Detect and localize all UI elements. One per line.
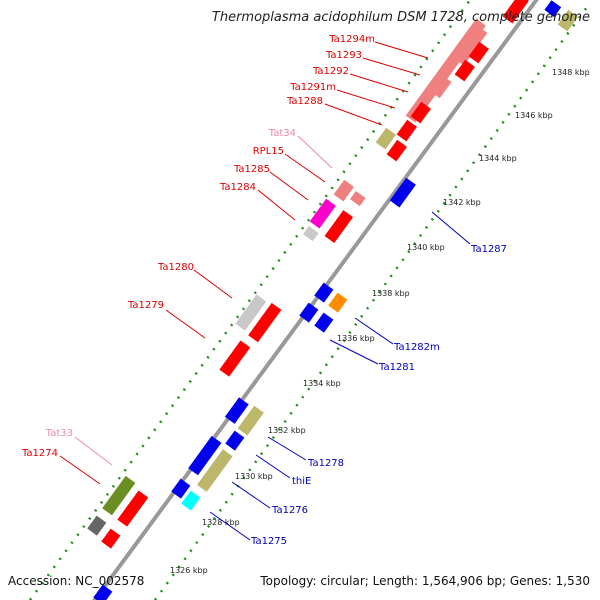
topology-label: Topology: circular; Length: 1,564,906 bp… [260, 574, 590, 588]
genes-forward [87, 0, 529, 549]
leader-line [255, 454, 291, 479]
gene-label-ta1281: Ta1281 [378, 362, 415, 373]
gene-label-ta1285: Ta1285 [233, 164, 270, 175]
gene-label-ta1293: Ta1293 [325, 50, 362, 61]
gene-red-fwd-2 [386, 139, 407, 162]
tick-label: 1348 kbp [552, 68, 590, 77]
gene-ta1281 [314, 312, 334, 333]
gene-blue-top [544, 0, 562, 17]
gene-blue-thie-b [188, 435, 222, 476]
gene-ta1280 [235, 294, 267, 331]
gene-gray-small [303, 226, 319, 242]
gene-ta1288 [410, 101, 431, 124]
gene-label-rpl15: RPL15 [253, 146, 284, 157]
gene-blue-1281b [299, 302, 319, 323]
tick-label: 1338 kbp [372, 289, 410, 298]
gene-red-top [502, 0, 529, 24]
leader-lines [59, 41, 471, 541]
leader-line [362, 57, 421, 76]
leader-line [209, 511, 251, 541]
gene-ta1276 [197, 449, 233, 492]
tick-label: 1326 kbp [170, 566, 208, 575]
gene-label-ta1282m: Ta1282m [393, 342, 440, 353]
leader-line [59, 455, 101, 485]
leader-line [329, 339, 379, 365]
tick-label: 1328 kbp [202, 518, 240, 527]
gene-labels-left: Ta1294m Ta1293 Ta1292 Ta1291m Ta1288 Tat… [21, 34, 375, 459]
leader-line [349, 73, 409, 93]
gene-label-ta1292: Ta1292 [312, 66, 349, 77]
gene-tat34 [333, 179, 354, 202]
gene-label-ta1287: Ta1287 [470, 244, 507, 255]
gene-label-tat33: Tat33 [45, 428, 73, 439]
gene-label-ta1276: Ta1276 [271, 505, 308, 516]
leader-line [297, 135, 333, 169]
gene-ta1287 [389, 177, 416, 208]
tick-label: 1336 kbp [337, 334, 375, 343]
leader-line [267, 436, 307, 461]
gene-tat33 [102, 475, 136, 516]
gene-ta1278 [237, 405, 264, 436]
tick-label: 1332 kbp [268, 426, 306, 435]
gene-ta1292 [454, 59, 475, 82]
gene-blue-1278a [224, 397, 249, 424]
gene-label-tat34: Tat34 [268, 128, 296, 139]
gene-ta1285 [309, 198, 336, 229]
leader-line [336, 89, 396, 109]
leader-line [165, 309, 206, 339]
gene-darkgray [87, 515, 107, 536]
leader-line [231, 481, 271, 509]
leader-line [354, 317, 394, 345]
gene-labels-right: Ta1287 Ta1282m Ta1281 Ta1278 thiE Ta1276… [250, 244, 507, 547]
tick-label: 1342 kbp [443, 198, 481, 207]
tick-label: 1334 kbp [303, 379, 341, 388]
gene-label-ta1280: Ta1280 [157, 262, 194, 273]
gene-ta1275 [181, 490, 201, 511]
gene-label-ta1279: Ta1279 [127, 300, 164, 311]
gene-ta1279 [248, 302, 282, 343]
gene-label-ta1291m: Ta1291m [289, 82, 336, 93]
leader-line [284, 153, 326, 183]
tick-label: 1340 kbp [407, 243, 445, 252]
gene-khaki [375, 127, 396, 150]
gene-label-ta1288: Ta1288 [286, 96, 323, 107]
gene-label-ta1274: Ta1274 [21, 448, 58, 459]
gene-red-low [101, 528, 121, 549]
gene-ta1293 [468, 41, 489, 64]
tick-label: 1344 kbp [479, 154, 517, 163]
gene-label-ta1294m: Ta1294m [328, 34, 375, 45]
gene-blue-1282a [314, 282, 334, 303]
leader-line [431, 211, 471, 245]
genes-reverse [93, 0, 578, 600]
gene-label-ta1278: Ta1278 [307, 458, 344, 469]
gene-khaki-top [557, 9, 578, 32]
tick-track-right [153, 2, 592, 600]
tick-labels: 1326 kbp 1328 kbp 1330 kbp 1332 kbp 1334… [170, 68, 590, 575]
gene-salmon-long [405, 18, 486, 123]
gene-red-1279b [219, 340, 251, 377]
gene-ta1284 [324, 210, 354, 244]
gene-red-fwd [396, 119, 417, 142]
gene-label-ta1275: Ta1275 [250, 536, 287, 547]
leader-line [374, 41, 429, 59]
gene-ta1282m [328, 292, 348, 313]
leader-line [324, 103, 383, 126]
gene-ta1274 [117, 490, 149, 527]
gene-label-ta1284: Ta1284 [219, 182, 256, 193]
accession-label: Accession: NC_002578 [8, 574, 145, 588]
gene-blue-1276b [171, 478, 191, 499]
leader-line [269, 171, 309, 201]
leader-line [257, 189, 296, 221]
gene-thie [225, 430, 245, 451]
leader-line [74, 436, 113, 466]
gene-rpl15 [350, 191, 366, 207]
leader-line [193, 269, 233, 299]
tick-label: 1330 kbp [235, 472, 273, 481]
map-title: Thermoplasma acidophilum DSM 1728, compl… [211, 10, 590, 25]
tick-label: 1346 kbp [515, 111, 553, 120]
tick-track-left [28, 0, 472, 600]
gene-label-thie: thiE [292, 476, 311, 487]
